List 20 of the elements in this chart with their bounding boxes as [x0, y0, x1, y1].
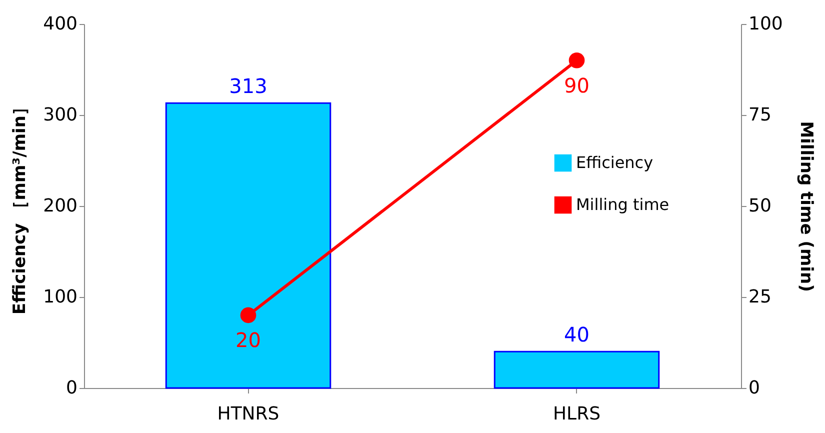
y-tick-label: 200: [43, 196, 78, 216]
y2-tick-label: 0: [748, 378, 760, 398]
y2-tick-label: 25: [748, 286, 772, 308]
data-label: 313: [229, 74, 268, 98]
y-tick-label: 0: [66, 378, 78, 398]
y-tick-label: 300: [43, 104, 78, 126]
y2-tick-label: 100: [748, 14, 783, 34]
x-tick-label: HLRS: [553, 404, 600, 424]
x-tick-label: HTNRS: [217, 404, 280, 424]
data-label: 40: [564, 322, 590, 347]
y-axis-title: Efficiency ［mm³/min］: [10, 98, 30, 314]
y-tick-label: 400: [43, 14, 78, 34]
data-label: 90: [564, 73, 590, 98]
legend-label: Milling time: [576, 195, 670, 214]
y2-tick-label: 75: [748, 104, 772, 126]
legend-label: Efficiency: [576, 153, 654, 172]
y2-tick-label: 50: [748, 196, 772, 216]
data-label: 20: [236, 328, 261, 352]
y2-axis-title: Milling time (min): [796, 121, 816, 292]
y-tick-label: 100: [43, 286, 78, 308]
